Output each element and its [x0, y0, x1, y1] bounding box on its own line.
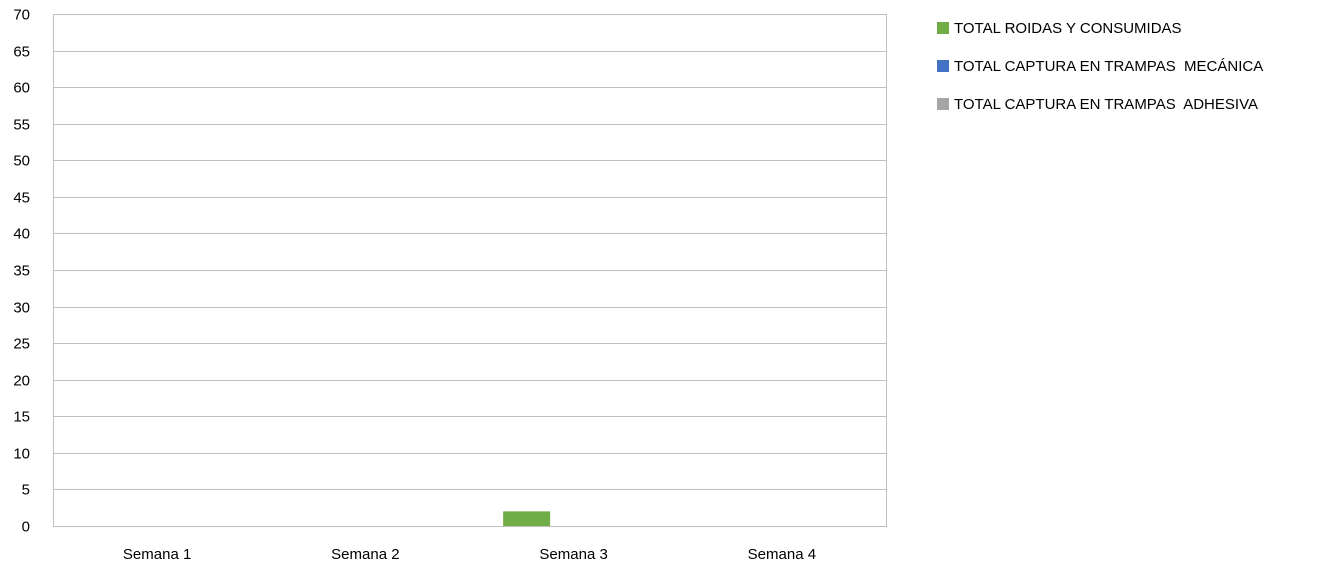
- plot-area-border: [53, 14, 887, 527]
- legend-label: TOTAL CAPTURA EN TRAMPAS MECÁNICA: [954, 57, 1264, 75]
- y-tick-label: 40: [13, 226, 30, 243]
- legend-item: TOTAL CAPTURA EN TRAMPAS MECÁNICA: [937, 56, 1263, 76]
- x-axis-ticks: Semana 1 Semana 2 Semana 3 Semana 4: [123, 546, 816, 563]
- legend: TOTAL ROIDAS Y CONSUMIDAS TOTAL CAPTURA E…: [937, 18, 1263, 132]
- y-tick-label: 70: [13, 7, 30, 24]
- x-tick-label: Semana 4: [748, 546, 816, 563]
- y-axis-ticks: 0 5 10 15 20 25 30 35 40 45 50 55 60 65 70: [13, 7, 30, 536]
- y-tick-label: 20: [13, 373, 30, 390]
- x-tick-label: Semana 2: [331, 546, 399, 563]
- legend-swatch: [937, 22, 949, 34]
- y-tick-label: 60: [13, 80, 30, 97]
- y-tick-label: 50: [13, 153, 30, 170]
- x-tick-label: Semana 1: [123, 546, 191, 563]
- bar: [503, 511, 551, 526]
- y-tick-label: 0: [22, 519, 30, 536]
- legend-swatch: [937, 60, 949, 72]
- y-tick-label: 15: [13, 409, 30, 426]
- gridlines: [53, 14, 887, 527]
- x-tick-label: Semana 3: [539, 546, 607, 563]
- legend-label: TOTAL ROIDAS Y CONSUMIDAS: [954, 19, 1182, 37]
- y-tick-label: 30: [13, 300, 30, 317]
- y-tick-label: 55: [13, 117, 30, 134]
- y-tick-label: 65: [13, 44, 30, 61]
- y-tick-label: 35: [13, 263, 30, 280]
- y-tick-label: 45: [13, 190, 30, 207]
- legend-label: TOTAL CAPTURA EN TRAMPAS ADHESIVA: [954, 95, 1258, 113]
- bars: [503, 511, 551, 526]
- y-tick-label: 25: [13, 336, 30, 353]
- legend-swatch: [937, 98, 949, 110]
- y-tick-label: 5: [22, 482, 30, 499]
- legend-item: TOTAL CAPTURA EN TRAMPAS ADHESIVA: [937, 94, 1263, 114]
- y-tick-label: 10: [13, 446, 30, 463]
- legend-item: TOTAL ROIDAS Y CONSUMIDAS: [937, 18, 1263, 38]
